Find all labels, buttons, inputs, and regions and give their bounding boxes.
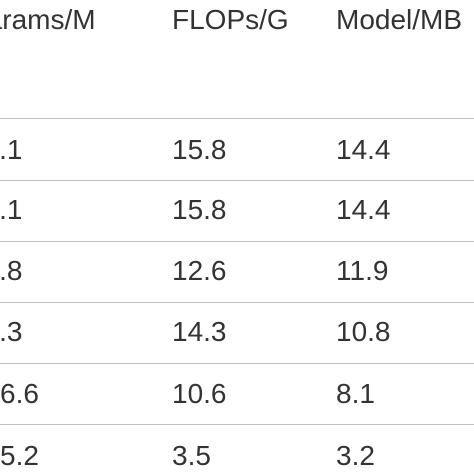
row-divider (0, 180, 474, 181)
cell-params: 10.1 (0, 194, 23, 225)
header-flops: FLOPs/G (172, 4, 289, 35)
row-divider (0, 363, 474, 364)
cell-params: 10.1 (0, 134, 23, 165)
row-divider (0, 302, 474, 303)
cell-model-size: 14.4 (336, 134, 391, 165)
cell-flops: 3.5 (172, 440, 211, 471)
cell-model-size: 8.1 (336, 378, 375, 409)
cell-model-size: 10.8 (336, 316, 391, 347)
cell-flops: 15.8 (172, 194, 227, 225)
header-model-size: Model/MB (336, 4, 463, 35)
cell-params: 17.8 (0, 255, 23, 286)
cell-model-size: 3.2 (336, 440, 375, 471)
cell-flops: 14.3 (172, 316, 227, 347)
cell-params: 5.2 (0, 440, 39, 471)
cell-flops: 15.8 (172, 134, 227, 165)
cell-flops: 12.6 (172, 255, 227, 286)
header-divider (0, 118, 474, 119)
cell-params: 6.6 (0, 378, 39, 409)
cell-model-size: 14.4 (336, 194, 391, 225)
cell-params: 12.3 (0, 316, 23, 347)
row-divider (0, 241, 474, 242)
header-params: Params/M (0, 4, 96, 35)
row-divider (0, 424, 474, 425)
cell-model-size: 11.9 (336, 255, 389, 286)
cell-flops: 10.6 (172, 378, 227, 409)
